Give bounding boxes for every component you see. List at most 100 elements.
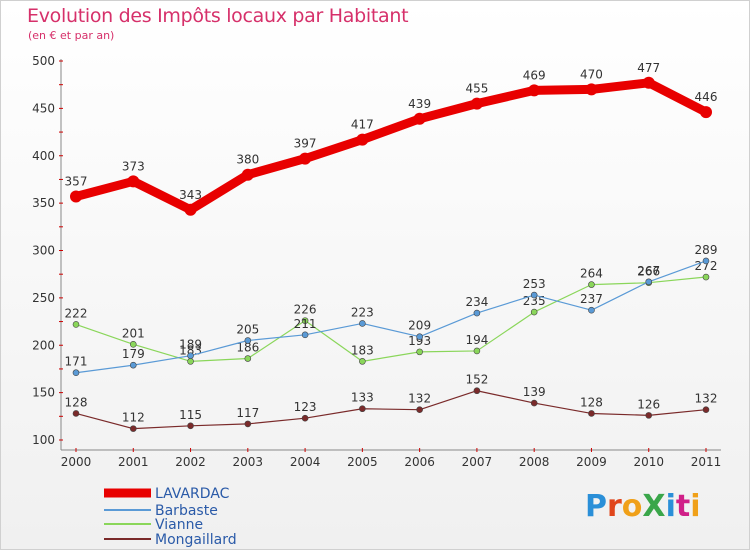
data-label-lavardac: 446 [695, 90, 718, 104]
x-tick-label: 2009 [576, 455, 607, 469]
y-tick-label: 350 [32, 196, 55, 210]
data-label-mongaillard: 123 [294, 400, 317, 414]
data-label-vianne: 266 [637, 265, 660, 279]
data-label-mongaillard: 126 [637, 397, 660, 411]
data-point-lavardac [70, 190, 82, 203]
data-label-barbaste: 237 [580, 292, 603, 306]
data-point-lavardac [413, 112, 426, 125]
x-tick-label: 2011 [691, 455, 722, 469]
data-point-mongaillard [244, 420, 252, 428]
y-tick-label: 450 [32, 101, 55, 115]
data-point-lavardac [700, 106, 712, 119]
series-line-vianne [75, 276, 707, 362]
data-point-lavardac [356, 133, 369, 146]
data-point-mongaillard [588, 410, 595, 417]
logo-letter: r [607, 489, 622, 524]
data-label-barbaste: 189 [179, 338, 202, 352]
y-tick-label: 300 [32, 244, 55, 258]
y-tick-label: 200 [32, 338, 55, 352]
x-tick-label: 2003 [233, 455, 264, 469]
logo-letter: t [675, 489, 691, 524]
series-line-mongaillard [75, 390, 707, 430]
data-label-vianne: 183 [351, 343, 374, 357]
data-point-mongaillard [359, 405, 366, 413]
data-point-barbaste [416, 333, 423, 341]
y-tick-label: 500 [32, 54, 55, 68]
data-point-lavardac [184, 203, 197, 216]
data-label-mongaillard: 139 [523, 385, 546, 399]
y-tick-label: 100 [32, 433, 55, 447]
chart-title: Evolution des Impôts locaux par Habitant [27, 5, 409, 27]
data-label-mongaillard: 112 [122, 411, 145, 425]
series-line-lavardac [71, 78, 711, 215]
data-label-lavardac: 380 [236, 153, 259, 167]
logo-letter: i [665, 489, 676, 524]
data-label-lavardac: 343 [179, 188, 202, 202]
data-label-mongaillard: 115 [179, 408, 202, 422]
data-point-lavardac [127, 175, 140, 188]
data-label-vianne: 264 [580, 267, 603, 281]
data-point-vianne [473, 347, 481, 355]
data-label-lavardac: 470 [580, 67, 603, 81]
data-label-lavardac: 397 [294, 137, 317, 151]
x-tick-label: 2000 [61, 455, 92, 469]
data-label-mongaillard: 133 [351, 391, 374, 405]
data-point-lavardac [470, 97, 483, 110]
data-point-barbaste [702, 257, 710, 265]
data-label-mongaillard: 128 [65, 395, 88, 409]
data-label-barbaste: 171 [65, 355, 88, 369]
data-label-lavardac: 417 [351, 118, 374, 132]
data-point-vianne [72, 321, 80, 328]
data-point-lavardac [299, 152, 312, 165]
data-point-vianne [416, 348, 423, 356]
data-point-vianne [301, 317, 309, 324]
data-point-mongaillard [645, 412, 653, 419]
y-tick-label: 400 [32, 149, 55, 163]
data-point-mongaillard [530, 399, 538, 407]
data-point-mongaillard [702, 406, 710, 413]
data-label-barbaste: 253 [523, 277, 546, 291]
data-label-vianne: 194 [465, 333, 488, 347]
data-point-lavardac [642, 76, 655, 89]
data-label-vianne: 235 [523, 294, 546, 308]
x-tick-label: 2010 [633, 455, 664, 469]
legend-label-lavardac: LAVARDAC [155, 486, 230, 502]
data-point-vianne [530, 308, 538, 316]
data-point-mongaillard [301, 414, 309, 422]
data-point-barbaste [72, 369, 80, 377]
data-point-mongaillard [72, 410, 80, 417]
x-tick-label: 2005 [347, 455, 378, 469]
data-label-vianne: 222 [65, 306, 88, 320]
data-label-vianne: 226 [294, 303, 317, 317]
data-label-lavardac: 373 [122, 159, 145, 173]
data-label-barbaste: 234 [465, 295, 488, 309]
data-point-vianne [129, 341, 137, 348]
x-tick-label: 2007 [462, 455, 493, 469]
data-point-barbaste [129, 361, 137, 369]
data-point-mongaillard [473, 387, 481, 395]
logo-letter: o [621, 489, 643, 524]
data-point-barbaste [187, 352, 194, 359]
data-label-vianne: 201 [122, 326, 145, 340]
data-point-barbaste [645, 278, 653, 286]
data-label-lavardac: 439 [408, 97, 431, 111]
x-tick-label: 2002 [175, 455, 206, 469]
data-point-barbaste [301, 331, 309, 339]
data-label-vianne: 193 [408, 334, 431, 348]
data-label-barbaste: 179 [122, 347, 145, 361]
data-label-mongaillard: 152 [465, 373, 488, 387]
data-label-vianne: 186 [236, 341, 259, 355]
data-point-barbaste [244, 337, 252, 344]
x-tick-label: 2004 [290, 455, 321, 469]
chart-subtitle: (en € et par an) [28, 29, 115, 42]
data-point-vianne [588, 281, 595, 288]
y-tick-label: 250 [32, 291, 55, 305]
data-label-mongaillard: 117 [236, 406, 259, 420]
data-point-mongaillard [416, 406, 423, 413]
data-point-barbaste [530, 291, 538, 299]
data-point-barbaste [359, 320, 366, 327]
data-point-barbaste [588, 306, 595, 314]
data-label-lavardac: 477 [637, 61, 660, 75]
data-label-barbaste: 209 [408, 319, 431, 333]
